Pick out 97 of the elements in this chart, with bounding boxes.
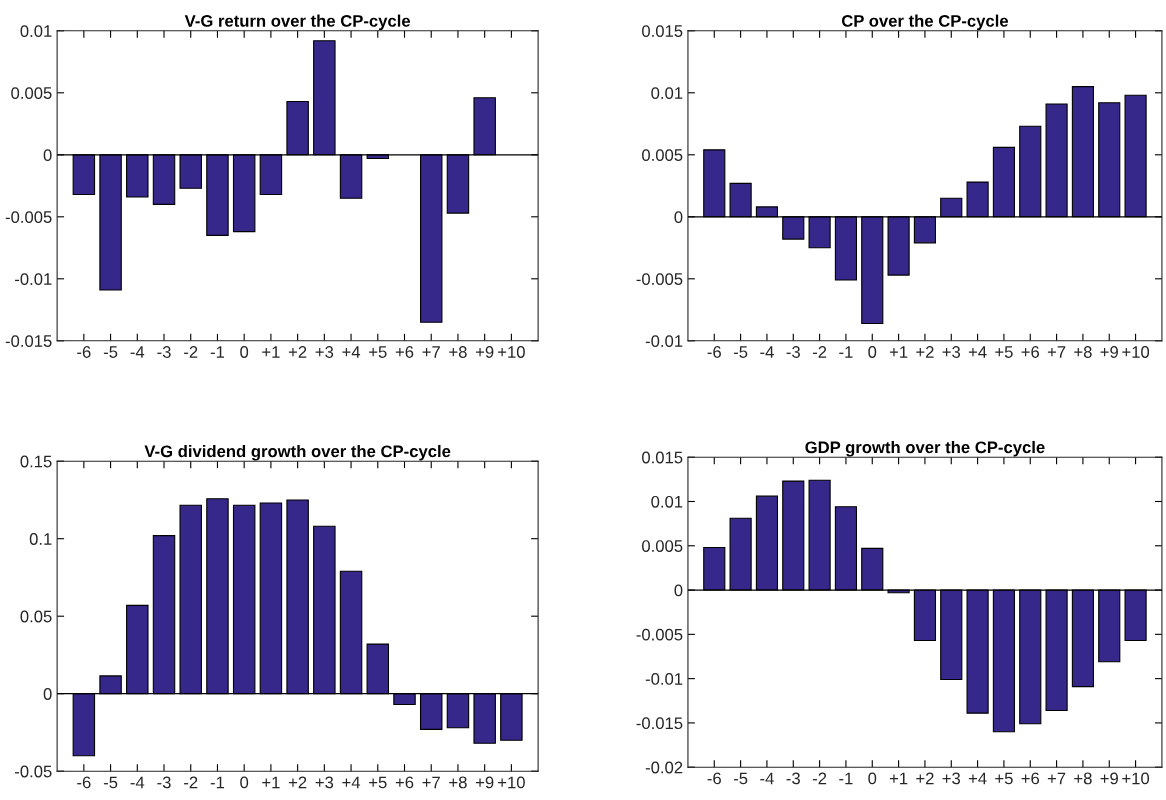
x-tick-label: -4 (130, 346, 145, 358)
chart-title: V-G return over the CP-cycle (184, 14, 411, 31)
x-tick-label: 0 (240, 346, 249, 358)
x-tick-label: 0 (868, 346, 877, 358)
x-tick-label: +7 (1047, 772, 1066, 785)
x-tick-label: +2 (288, 346, 307, 358)
x-tick-label: +4 (968, 772, 987, 785)
x-tick-label: +8 (1074, 772, 1092, 785)
x-tick-label: +6 (395, 776, 414, 789)
x-tick-label: -3 (786, 346, 800, 358)
x-tick-label: -4 (760, 346, 774, 358)
x-tick-label: +5 (369, 776, 387, 789)
x-tick-label: +3 (315, 346, 334, 358)
y-tick-label: 0.01 (651, 495, 683, 508)
x-tick-label: +1 (262, 776, 280, 789)
y-tick-label: -0.005 (5, 211, 52, 223)
x-tick-label: -1 (839, 772, 853, 785)
x-tick-label: +7 (422, 776, 440, 789)
x-tick-label: +1 (262, 346, 280, 358)
x-tick-label: +10 (498, 776, 525, 789)
y-tick-label: -0.05 (15, 765, 52, 778)
x-tick-label: +3 (315, 776, 334, 789)
x-tick-label: +9 (1100, 772, 1118, 785)
x-tick-label: +2 (916, 346, 934, 358)
x-tick-label: +1 (889, 772, 908, 785)
x-tick-label: -1 (210, 346, 225, 358)
y-tick-label: 0 (674, 584, 683, 597)
x-tick-label: +3 (942, 346, 961, 358)
x-tick-label: +3 (942, 772, 961, 785)
x-tick-label: +4 (342, 776, 361, 789)
x-tick-label: +9 (475, 776, 494, 789)
x-tick-label: -6 (77, 776, 91, 789)
chart-title: CP over the CP-cycle (841, 14, 1009, 31)
x-tick-label: +1 (889, 346, 908, 358)
x-tick-label: +10 (1122, 346, 1150, 358)
y-tick-label: -0.01 (15, 273, 52, 285)
x-tick-label: +4 (968, 346, 987, 358)
x-tick-label: -5 (733, 772, 748, 785)
x-tick-label: -5 (103, 776, 118, 789)
y-tick-label: 0.01 (20, 25, 52, 37)
x-tick-label: -3 (157, 776, 171, 789)
x-tick-label: -6 (77, 346, 91, 358)
x-tick-label: +8 (449, 346, 467, 358)
y-tick-label: 0 (674, 211, 683, 223)
x-tick-label: +10 (498, 346, 525, 358)
x-tick-label: +6 (1021, 772, 1040, 785)
y-tick-label: 0.05 (20, 610, 52, 623)
x-tick-label: +5 (995, 772, 1013, 785)
y-tick-label: 0 (43, 149, 52, 161)
x-tick-label: +7 (1047, 346, 1066, 358)
x-tick-label: 0 (868, 772, 877, 785)
x-tick-label: +2 (288, 776, 307, 789)
y-tick-label: -0.01 (645, 673, 683, 685)
x-tick-label: -6 (707, 772, 721, 785)
x-tick-label: +9 (1100, 346, 1118, 358)
x-tick-label: -4 (760, 772, 774, 785)
x-tick-label: +7 (422, 346, 440, 358)
x-tick-label: -2 (184, 346, 198, 358)
x-tick-label: +4 (342, 346, 361, 358)
x-tick-label: -3 (786, 772, 800, 785)
y-tick-label: -0.02 (645, 761, 683, 774)
y-tick-label: 0.015 (642, 451, 683, 464)
x-tick-label: +8 (449, 776, 467, 789)
chart-title: GDP growth over the CP-cycle (805, 440, 1045, 457)
x-tick-label: -6 (707, 346, 721, 358)
x-tick-label: -3 (157, 346, 171, 358)
y-tick-label: 0.005 (11, 87, 52, 99)
x-tick-label: -2 (812, 772, 827, 785)
x-tick-label: -2 (812, 346, 827, 358)
x-tick-label: +10 (1122, 772, 1150, 785)
y-tick-label: 0.01 (651, 87, 683, 99)
x-tick-label: -4 (130, 776, 145, 789)
y-tick-label: -0.01 (645, 335, 683, 347)
x-tick-label: 0 (240, 776, 249, 789)
x-tick-label: +6 (1021, 346, 1040, 358)
y-tick-label: 0.005 (642, 149, 683, 161)
x-tick-label: +8 (1074, 346, 1092, 358)
x-tick-label: +5 (369, 346, 387, 358)
y-tick-label: -0.005 (636, 628, 683, 641)
x-tick-label: -1 (839, 346, 853, 358)
y-tick-label: 0.15 (20, 455, 52, 468)
x-tick-label: -5 (733, 346, 748, 358)
y-tick-label: 0.015 (642, 25, 683, 37)
x-tick-label: +5 (995, 346, 1013, 358)
y-tick-label: 0.005 (642, 540, 683, 552)
y-tick-label: 0 (43, 688, 52, 700)
x-tick-label: -1 (210, 776, 225, 789)
x-tick-label: -5 (103, 346, 118, 358)
y-tick-label: -0.015 (5, 335, 52, 347)
y-tick-label: -0.015 (636, 717, 683, 730)
y-tick-label: 0.1 (29, 533, 52, 545)
x-tick-label: -2 (184, 776, 198, 789)
x-tick-label: +2 (916, 772, 934, 785)
chart-title: V-G dividend growth over the CP-cycle (144, 444, 451, 461)
x-tick-label: +9 (475, 346, 494, 358)
x-tick-label: +6 (395, 346, 414, 358)
y-tick-label: -0.005 (636, 273, 683, 285)
